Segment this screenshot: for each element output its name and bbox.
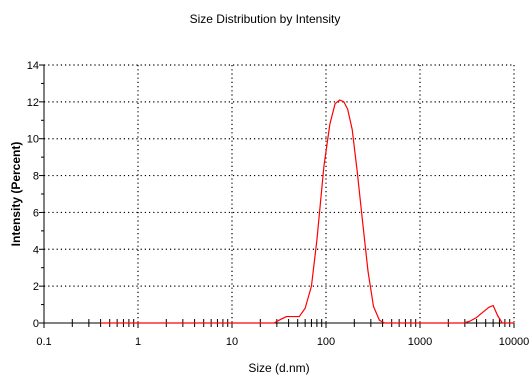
x-tick-label: 10: [226, 336, 238, 348]
y-tick-label: 14: [27, 60, 39, 72]
y-tick-label: 6: [33, 207, 39, 219]
y-tick-label: 12: [27, 97, 39, 109]
x-tick-label: 100: [317, 336, 335, 348]
x-tick-label: 1: [135, 336, 141, 348]
y-tick-label: 8: [33, 171, 39, 183]
y-tick-label: 10: [27, 134, 39, 146]
y-axis-label: Intensity (Percent): [9, 142, 23, 247]
intensity-series-line: [100, 99, 514, 324]
x-tick-label: 1000: [408, 336, 432, 348]
x-tick-label: 0.1: [36, 336, 51, 348]
y-tick-label: 2: [33, 281, 39, 293]
chart-title: Size Distribution by Intensity: [189, 12, 341, 26]
y-tick-label: 0: [33, 318, 39, 330]
y-tick-label: 4: [33, 244, 39, 256]
x-tick-label: 10000: [499, 336, 530, 348]
x-axis-label: Size (d.nm): [248, 361, 309, 375]
